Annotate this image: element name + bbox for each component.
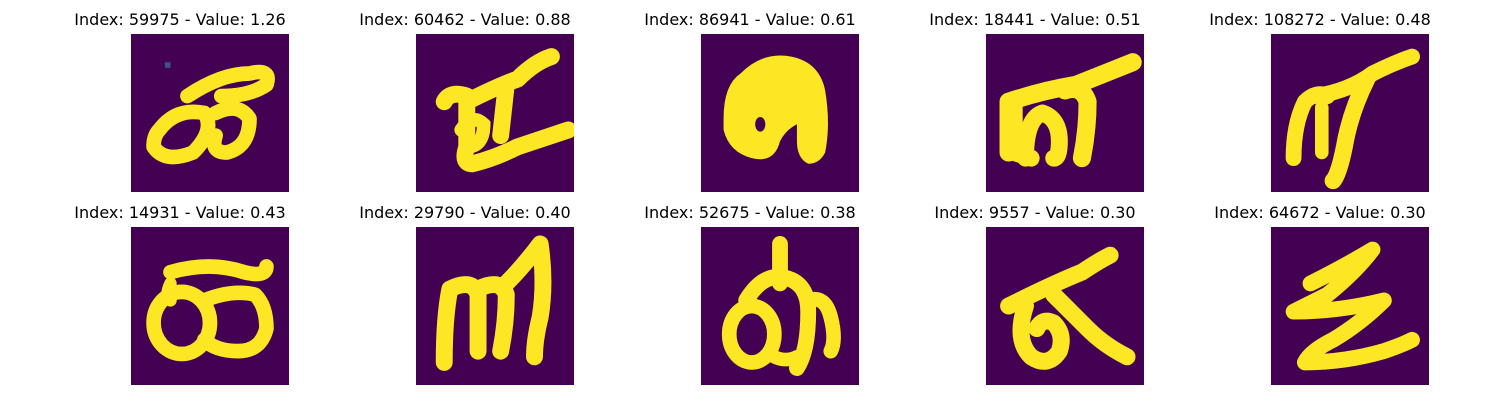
panel-title: Index: 108272 - Value: 0.48 — [1209, 10, 1431, 29]
character-image — [416, 227, 574, 385]
character-image — [701, 227, 859, 385]
panel-4: Index: 18441 - Value: 0.51 — [885, 0, 1185, 192]
character-image — [701, 34, 859, 192]
character-image — [1271, 34, 1429, 192]
character-image — [416, 34, 574, 192]
panel-3: Index: 86941 - Value: 0.61 — [600, 0, 900, 192]
character-image — [1271, 227, 1429, 385]
panel-8: Index: 52675 - Value: 0.38 — [600, 193, 900, 385]
panel-title: Index: 86941 - Value: 0.61 — [644, 10, 856, 29]
panel-title: Index: 59975 - Value: 1.26 — [74, 10, 286, 29]
panel-title: Index: 9557 - Value: 0.30 — [934, 203, 1136, 222]
character-image — [131, 227, 289, 385]
panel-title: Index: 29790 - Value: 0.40 — [359, 203, 571, 222]
character-image — [986, 34, 1144, 192]
panel-6: Index: 14931 - Value: 0.43 — [30, 193, 330, 385]
panel-title: Index: 52675 - Value: 0.38 — [644, 203, 856, 222]
panel-title: Index: 14931 - Value: 0.43 — [74, 203, 286, 222]
panel-9: Index: 9557 - Value: 0.30 — [885, 193, 1185, 385]
panel-1: Index: 59975 - Value: 1.26 — [30, 0, 330, 192]
panel-title: Index: 64672 - Value: 0.30 — [1214, 203, 1426, 222]
character-image — [986, 227, 1144, 385]
panel-title: Index: 18441 - Value: 0.51 — [929, 10, 1141, 29]
panel-5: Index: 108272 - Value: 0.48 — [1170, 0, 1470, 192]
panel-10: Index: 64672 - Value: 0.30 — [1170, 193, 1470, 385]
panel-7: Index: 29790 - Value: 0.40 — [315, 193, 615, 385]
panel-2: Index: 60462 - Value: 0.88 — [315, 0, 615, 192]
character-image — [131, 34, 289, 192]
panel-title: Index: 60462 - Value: 0.88 — [359, 10, 571, 29]
